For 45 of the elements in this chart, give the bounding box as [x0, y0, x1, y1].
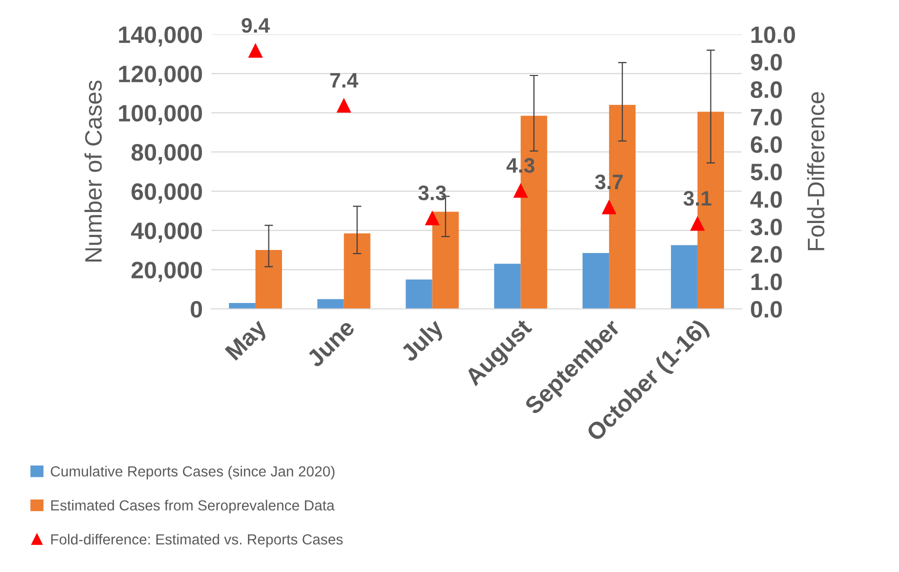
data-label: 9.4 [242, 18, 270, 33]
y-tick-label: 140,000 [119, 26, 202, 47]
y-tick-label: 20,000 [132, 262, 202, 282]
y2-tick-label: 10.0 [751, 26, 795, 44]
bar [582, 252, 610, 309]
y-tick-label: 40,000 [131, 222, 202, 243]
y2-tick-label: 0.0 [750, 300, 782, 318]
bar [432, 212, 459, 309]
y-tick-label: 0 [190, 300, 202, 318]
bar [406, 279, 432, 309]
legend-label: Estimated Cases from Seroprevalence Data [51, 500, 335, 514]
y2-tick-label: 5.0 [750, 164, 782, 180]
legend-label: Cumulative Reports Cases (since Jan 2020) [50, 466, 334, 480]
y-tick-label: 100,000 [119, 104, 202, 125]
bar [344, 233, 370, 309]
y2-tick-label: 6.0 [750, 136, 782, 153]
data-label: 3.3 [418, 186, 446, 200]
point [336, 98, 351, 113]
y2-tick-label: 1.0 [751, 273, 782, 290]
y2-tick-label: 7.0 [751, 108, 782, 126]
y2-tick-label: 4.0 [750, 191, 782, 208]
y-tick-label: 80,000 [131, 144, 202, 164]
y-axis-title: Number of Cases [84, 80, 102, 262]
point [690, 216, 704, 231]
y2-tick-label: 2.0 [750, 246, 782, 263]
data-label: 7.4 [330, 73, 358, 88]
y2-axis-title: Fold-Difference [807, 92, 824, 250]
bar [228, 302, 256, 309]
legend-label: Fold-difference: Estimated vs. Reports Cases [51, 534, 343, 548]
y-tick-label: 60,000 [132, 183, 202, 204]
x-tick-label: May [224, 318, 271, 364]
data-label: 3.7 [595, 174, 623, 190]
point [514, 184, 528, 198]
data-label: 3.1 [683, 191, 712, 206]
bar [317, 299, 344, 309]
point [425, 211, 440, 226]
y2-tick-label: 9.0 [750, 54, 782, 71]
point [602, 200, 616, 214]
y2-tick-label: 8.0 [750, 81, 782, 98]
y2-tick-label: 3.0 [750, 218, 782, 236]
bar [494, 264, 521, 309]
y-tick-label: 120,000 [119, 66, 202, 86]
bar [255, 250, 282, 309]
point [248, 44, 262, 58]
bar [670, 245, 698, 309]
